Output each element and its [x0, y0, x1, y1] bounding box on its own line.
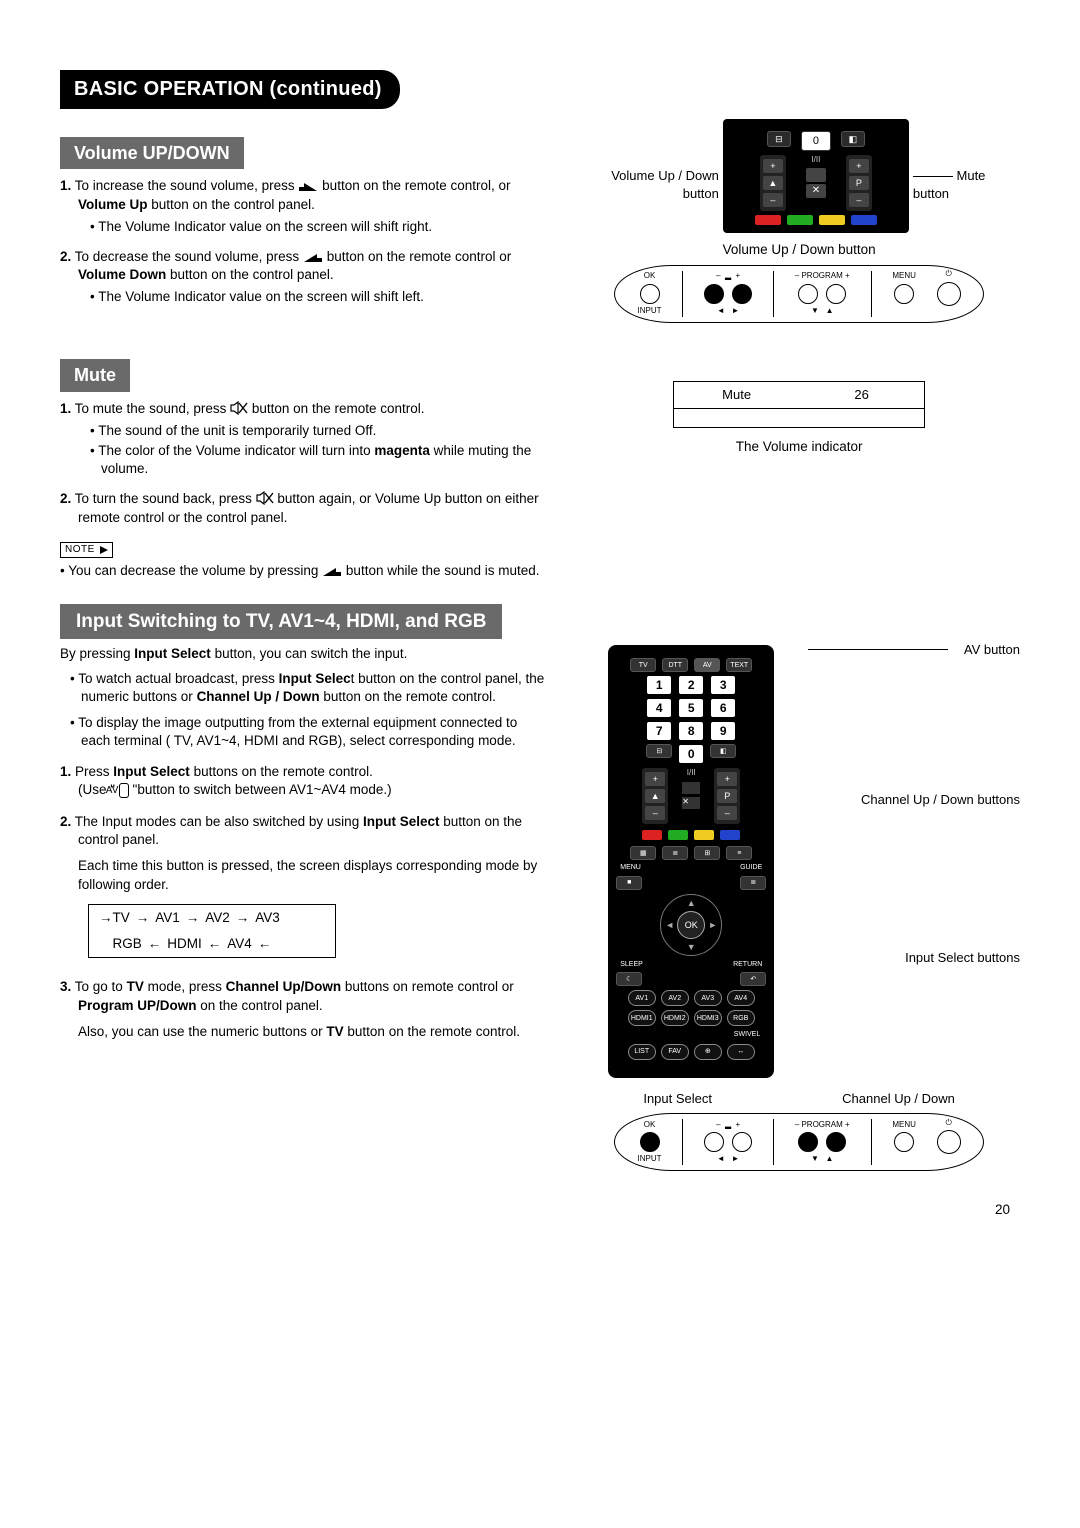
input-section-label: Input Switching to TV, AV1~4, HDMI, and … — [60, 604, 502, 640]
page-header-pill: BASIC OPERATION (continued) — [60, 70, 400, 109]
input-bullet-2: To display the image outputting from the… — [70, 714, 548, 750]
mute-note-text: • You can decrease the volume by pressin… — [60, 562, 548, 580]
input-intro: By pressing Input Select button, you can… — [60, 645, 548, 663]
note-badge: NOTE — [60, 539, 548, 558]
volume-step-1: 1. To increase the sound volume, press b… — [60, 177, 548, 236]
volume-updown-callout: Volume Up / Down button — [578, 119, 719, 202]
input-bullet-1: To watch actual broadcast, press Input S… — [70, 670, 548, 706]
volume-indicator-diagram: Mute26 — [673, 381, 925, 428]
mute-button-callout: Mute button — [913, 119, 1020, 202]
input-step-1: 1. Press Input Select buttons on the rem… — [60, 763, 548, 799]
remote-full-diagram: TVDTTAVTEXT 123 456 789 ⊟0◧ +▲– I/II✕ +P… — [608, 645, 774, 1077]
page-number: 20 — [60, 1201, 1020, 1219]
remote-top-diagram: ⊟0◧ +▲– I/II ✕ +P– — [723, 119, 909, 233]
volume-step-2: 2. To decrease the sound volume, press b… — [60, 248, 548, 307]
control-panel-diagram-2: OKINPUT – ▂ +◄ ► – PROGRAM +▼ ▲ MENU ⏻ — [614, 1113, 984, 1171]
mute-section-label: Mute — [60, 359, 130, 391]
input-step-3: 3. To go to TV mode, press Channel Up/Do… — [60, 978, 548, 1041]
volume-indicator-caption: The Volume indicator — [578, 438, 1020, 456]
mute-step-2: 2. To turn the sound back, press button … — [60, 490, 548, 526]
mute-step-1: 1. To mute the sound, press button on th… — [60, 400, 548, 479]
control-panel-diagram: OKINPUT – ▂ +◄ ► – PROGRAM +▼ ▲ MENU ⏻ — [614, 265, 984, 323]
volume-section-label: Volume UP/DOWN — [60, 137, 244, 169]
channel-callout: Channel Up / Down buttons — [861, 791, 1020, 809]
input-select-callout: Input Select buttons — [905, 949, 1020, 967]
input-step-2: 2. The Input modes can be also switched … — [60, 813, 548, 958]
panel-labels: Input Select Channel Up / Down — [578, 1090, 1020, 1108]
panel-caption: Volume Up / Down button — [578, 241, 1020, 259]
av-button-callout: AV button — [964, 641, 1020, 659]
